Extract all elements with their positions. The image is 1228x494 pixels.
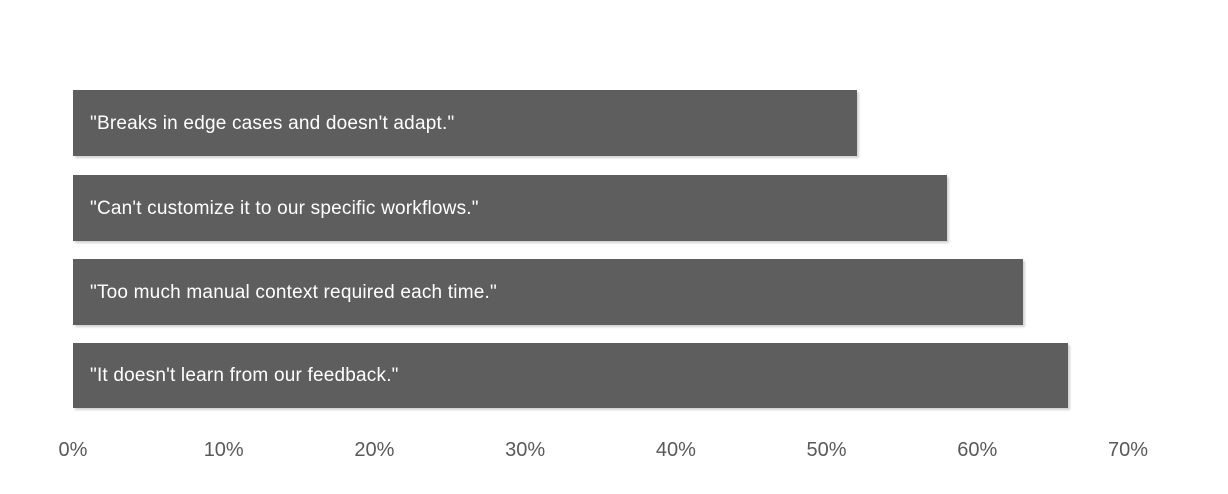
x-tick-20: 20%: [354, 439, 395, 461]
bar-row: "Can't customize it to our specific work…: [73, 175, 1128, 241]
x-tick-40: 40%: [655, 439, 696, 461]
bar-row: "It doesn't learn from our feedback.": [73, 343, 1128, 408]
bar-doesnt-learn-from-feedback: "It doesn't learn from our feedback.": [73, 343, 1068, 408]
x-tick-50: 50%: [806, 439, 847, 461]
x-axis: 0% 10% 20% 30% 40% 50% 60% 70%: [59, 437, 1148, 463]
x-tick-10: 10%: [203, 439, 244, 461]
bar-label: "It doesn't learn from our feedback.": [90, 365, 399, 386]
bar-row: "Breaks in edge cases and doesn't adapt.…: [73, 90, 1128, 156]
bar-too-much-manual-context: "Too much manual context required each t…: [73, 259, 1023, 325]
bar-label: "Too much manual context required each t…: [90, 281, 497, 303]
x-tick-0: 0%: [58, 439, 88, 461]
bar-label: "Can't customize it to our specific work…: [90, 197, 479, 219]
x-tick-60: 60%: [957, 439, 998, 461]
plot-area: "Breaks in edge cases and doesn't adapt.…: [73, 0, 1128, 494]
bar-label: "Breaks in edge cases and doesn't adapt.…: [90, 112, 455, 134]
bar-cant-customize: "Can't customize it to our specific work…: [73, 175, 948, 241]
x-tick-70: 70%: [1107, 439, 1149, 461]
x-tick-30: 30%: [505, 439, 546, 461]
bar-breaks-in-edge-cases: "Breaks in edge cases and doesn't adapt.…: [73, 90, 857, 156]
bar-row: "Too much manual context required each t…: [73, 259, 1128, 325]
